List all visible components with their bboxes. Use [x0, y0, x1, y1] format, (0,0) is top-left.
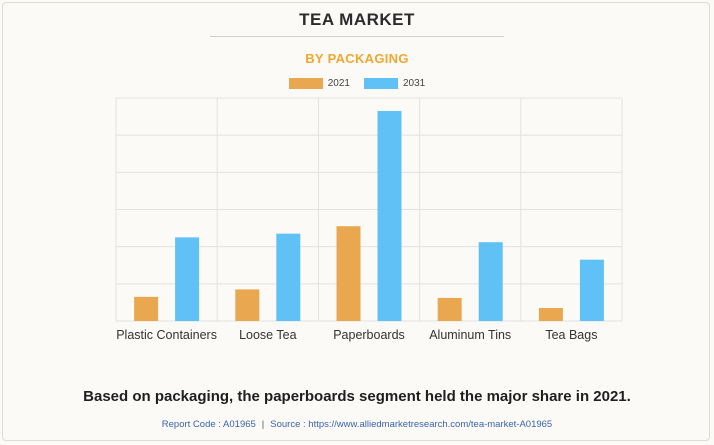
- report-code: Report Code : A01965: [161, 419, 256, 430]
- chart-frame: [2, 2, 710, 441]
- bar-2021-loose-tea: [235, 289, 260, 321]
- bar-2021-tea-bags: [538, 307, 563, 321]
- bar-2031-tea-bags: [579, 259, 604, 321]
- source-url[interactable]: Source : https://www.alliedmarketresearc…: [270, 419, 553, 430]
- x-tick-label: Loose Tea: [239, 328, 297, 342]
- bar-2021-plastic-containers: [134, 296, 159, 321]
- source-line: Report Code : A01965 | Source : https://ww…: [0, 419, 714, 430]
- x-tick-label: Tea Bags: [545, 328, 597, 342]
- bar-2031-plastic-containers: [175, 237, 200, 321]
- bar-2021-paperboards: [336, 226, 361, 321]
- title-divider: [210, 36, 504, 37]
- legend-label-2031: 2031: [403, 78, 426, 89]
- bar-chart: Plastic Containers Loose Tea Paperboards Al…: [115, 97, 623, 342]
- legend-swatch-2021: [288, 78, 323, 89]
- bar-2031-loose-tea: [276, 233, 301, 321]
- bar-2021-aluminum-tins: [437, 297, 462, 321]
- x-tick-label: Paperboards: [333, 328, 405, 342]
- source-separator: |: [261, 419, 265, 430]
- chart-subtitle: BY PACKAGING: [305, 51, 409, 66]
- bar-2031-aluminum-tins: [478, 242, 503, 321]
- legend-item-2021: 2021: [288, 78, 350, 89]
- legend-item-2031: 2031: [364, 78, 425, 89]
- chart-title: TEA MARKET: [299, 10, 415, 29]
- legend-swatch-2031: [364, 78, 398, 89]
- x-tick-label: Plastic Containers: [116, 328, 217, 342]
- chart-caption: Based on packaging, the paperboards segm…: [83, 388, 631, 405]
- chart-legend: 2021 2031: [0, 78, 714, 89]
- x-tick-label: Aluminum Tins: [429, 328, 511, 342]
- legend-label-2021: 2021: [327, 78, 350, 89]
- bar-2031-paperboards: [377, 111, 402, 321]
